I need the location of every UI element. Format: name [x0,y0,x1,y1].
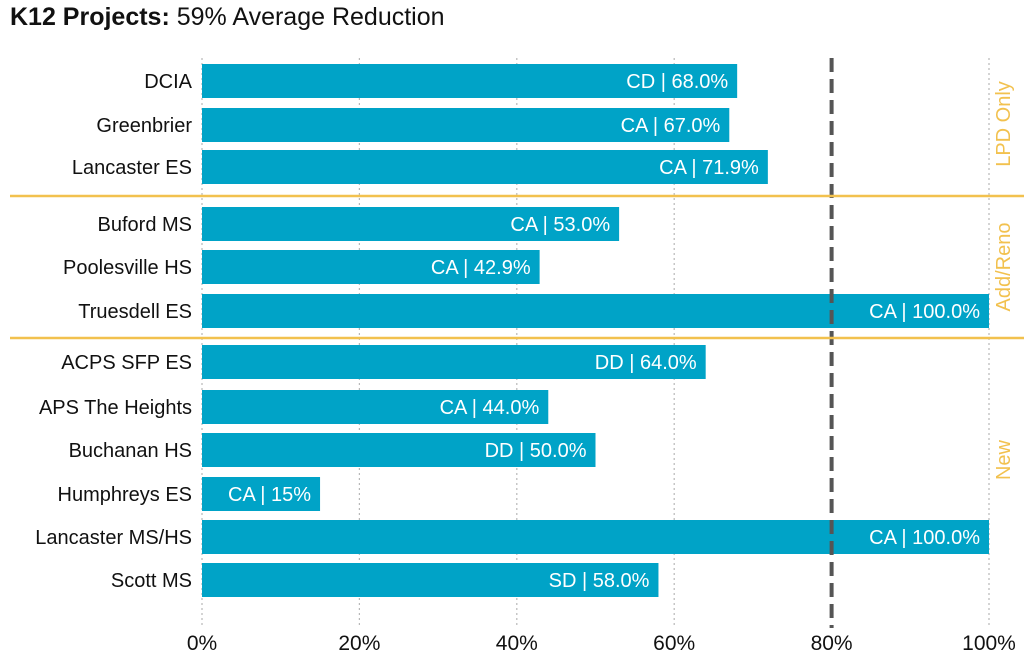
x-tick-label: 20% [338,632,380,654]
bar [202,150,768,184]
category-label: Greenbrier [96,115,192,137]
chart-title: K12 Projects: 59% Average Reduction [10,0,445,34]
bar-label: CD | 68.0% [626,71,728,93]
bar [202,250,540,284]
chart-title-bold: K12 Projects: [10,3,170,31]
category-label: Lancaster ES [72,157,192,179]
category-label: DCIA [144,71,192,93]
bar [202,345,706,379]
bar [202,477,321,511]
bar-label: DD | 64.0% [595,352,697,374]
category-label: Lancaster MS/HS [35,527,192,549]
category-label: APS The Heights [39,397,192,419]
x-tick-label: 80% [811,632,853,654]
bar [202,64,738,98]
category-label: ACPS SFP ES [61,352,192,374]
bar [202,433,596,467]
bar-label: CA | 67.0% [621,115,721,137]
bar-label: CA | 71.9% [659,157,759,179]
category-label: Poolesville HS [63,257,192,279]
group-label: Add/Reno [993,223,1015,312]
bar-label: CA | 100.0% [869,301,980,323]
bar [202,563,659,597]
bar-label: CA | 100.0% [869,527,980,549]
bar [202,108,730,142]
x-tick-label: 40% [496,632,538,654]
category-label: Buchanan HS [69,440,192,462]
chart-title-rest: 59% Average Reduction [169,3,445,31]
bar-label: SD | 58.0% [549,570,650,592]
category-label: Truesdell ES [78,301,192,323]
category-label: Buford MS [98,214,192,236]
bar-label: CA | 53.0% [510,214,610,236]
category-label: Scott MS [111,570,192,592]
x-tick-label: 0% [187,632,217,654]
category-label: Humphreys ES [58,484,193,506]
x-tick-label: 60% [653,632,695,654]
bar [202,390,549,424]
bar [202,207,620,241]
bar-label: CA | 15% [228,484,311,506]
group-label: New [993,439,1015,480]
group-label: LPD Only [993,81,1015,167]
bar-label: DD | 50.0% [485,440,587,462]
bar-label: CA | 42.9% [431,257,531,279]
x-tick-label: 100% [962,632,1016,654]
bar [202,294,989,328]
bar [202,520,989,554]
bar-label: CA | 44.0% [440,397,540,419]
